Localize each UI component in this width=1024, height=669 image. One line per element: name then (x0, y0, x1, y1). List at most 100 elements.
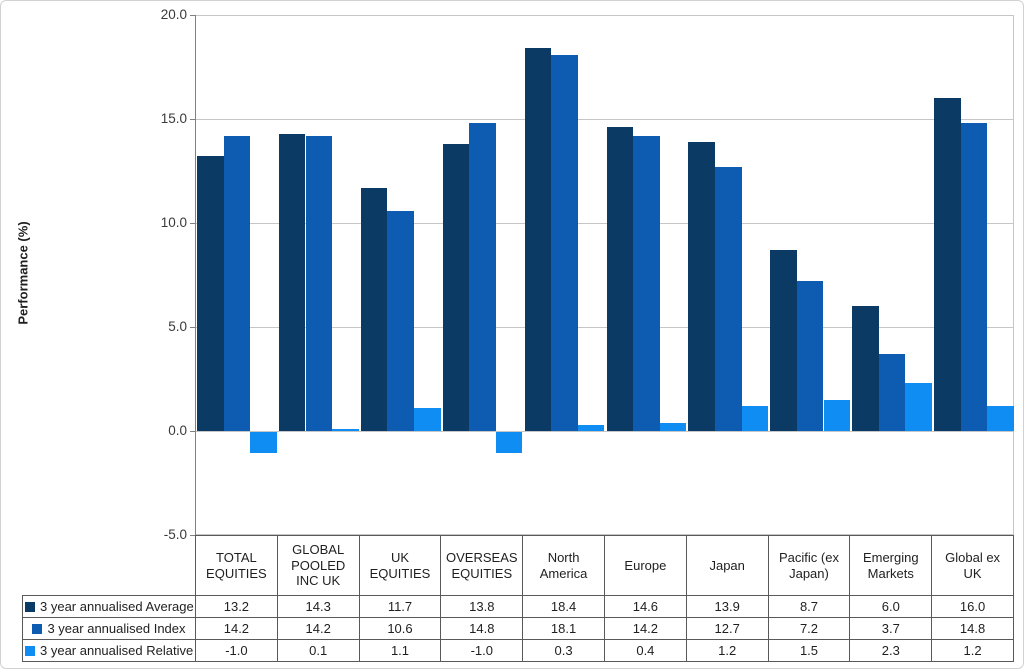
value-cell: 8.7 (767, 595, 851, 618)
bar-series1-cat4 (442, 143, 470, 431)
bar-series3-cat5 (577, 424, 605, 431)
bar-series2-cat7 (715, 166, 742, 431)
bar-series3-cat7 (741, 406, 769, 431)
bar-series2-cat8 (796, 281, 824, 431)
bar-series3-cat4 (495, 432, 523, 453)
y-axis-tick-mark (190, 535, 195, 536)
gridline (196, 534, 1013, 535)
bar-series1-cat9 (852, 306, 879, 431)
legend-item-series1: 3 year annualised Average (22, 595, 196, 618)
value-cell: 2.3 (849, 639, 933, 662)
category-header-cell: UK EQUITIES (358, 535, 442, 596)
legend-item-series2: 3 year annualised Index (22, 617, 196, 640)
y-axis-title: Performance (%) (15, 221, 31, 325)
gridline (196, 119, 1013, 120)
y-axis-tick-mark (190, 119, 195, 120)
value-cell: 3.7 (849, 617, 933, 640)
bar-series1-cat7 (688, 141, 715, 431)
bar-series1-cat2 (278, 133, 306, 431)
bar-series1-cat5 (524, 48, 552, 431)
category-header-cell: GLOBAL POOLED INC UK (276, 535, 360, 596)
y-axis-tick-label: 15.0 (160, 111, 187, 126)
legend-label: 3 year annualised Index (47, 621, 186, 636)
value-cell: -1.0 (195, 639, 278, 662)
value-cell: 14.2 (195, 617, 278, 640)
category-header-cell: TOTAL EQUITIES (195, 535, 278, 596)
bar-series1-cat8 (770, 250, 797, 431)
value-cell: 0.4 (603, 639, 687, 662)
value-cell: 0.1 (276, 639, 360, 662)
value-cell: 0.3 (522, 639, 605, 662)
value-cell: 11.7 (358, 595, 442, 618)
value-cell: 14.6 (603, 595, 687, 618)
table-header-row: TOTAL EQUITIES GLOBAL POOLED INC UK UK EQU… (23, 535, 1014, 596)
bar-series3-cat2 (332, 428, 359, 431)
table-corner-cell (23, 536, 196, 596)
value-cell: 18.4 (522, 595, 605, 618)
bar-series3-cat3 (414, 408, 441, 431)
legend-label: 3 year annualised Average (40, 599, 194, 614)
value-cell: 7.2 (767, 617, 851, 640)
gridline (196, 15, 1013, 16)
legend-label: 3 year annualised Relative (40, 643, 194, 658)
value-cell: 18.1 (522, 617, 605, 640)
bar-series3-cat1 (250, 432, 277, 453)
value-cell: 1.5 (767, 639, 851, 662)
value-cell: 13.2 (195, 595, 278, 618)
y-axis-tick-label: -5.0 (163, 527, 187, 542)
value-cell: 13.9 (685, 595, 769, 618)
category-header-cell: Pacific (ex Japan) (767, 535, 851, 596)
gridline (196, 327, 1013, 328)
table-row: 3 year annualised Average 13.2 14.3 11.7 13.… (22, 595, 1014, 618)
y-axis-tick-label: 20.0 (160, 7, 187, 22)
value-cell: 14.2 (603, 617, 687, 640)
bar-series2-cat4 (469, 123, 496, 431)
category-header-cell: North America (522, 535, 605, 596)
y-axis-tick-label: 10.0 (160, 215, 187, 230)
value-cell: 1.1 (358, 639, 442, 662)
data-table: TOTAL EQUITIES GLOBAL POOLED INC UK UK EQU… (22, 535, 1014, 662)
value-cell: 10.6 (358, 617, 442, 640)
value-cell: 1.2 (931, 639, 1014, 662)
gridline (196, 223, 1013, 224)
bar-series2-cat9 (878, 354, 906, 431)
bar-series1-cat3 (360, 187, 388, 431)
value-cell: 16.0 (931, 595, 1014, 618)
category-header-cell: Europe (603, 535, 687, 596)
y-axis-tick-label: 0.0 (168, 423, 187, 438)
value-cell: 14.8 (440, 617, 524, 640)
value-cell: 14.2 (276, 617, 360, 640)
category-header-cell: OVERSEAS EQUITIES (440, 535, 524, 596)
bar-series3-cat8 (823, 399, 851, 431)
plot-area (195, 15, 1014, 535)
legend-item-series3: 3 year annualised Relative (22, 639, 196, 662)
y-axis-tick-mark (190, 223, 195, 224)
y-axis-tick-label: 5.0 (168, 319, 187, 334)
category-header-cell: Emerging Markets (849, 535, 933, 596)
value-cell: 14.8 (931, 617, 1014, 640)
bar-series1-cat6 (606, 127, 634, 431)
bar-series1-cat1 (197, 156, 224, 431)
bar-series1-cat10 (934, 98, 961, 431)
y-axis-tick-mark (190, 431, 195, 432)
legend-swatch-icon (25, 646, 35, 656)
value-cell: -1.0 (440, 639, 524, 662)
bar-series3-cat10 (987, 406, 1014, 431)
legend-swatch-icon (32, 624, 43, 634)
bar-series2-cat6 (633, 135, 660, 431)
value-cell: 6.0 (849, 595, 933, 618)
legend-swatch-icon (25, 602, 35, 612)
bar-series2-cat2 (305, 135, 333, 431)
bar-series3-cat6 (659, 422, 687, 431)
value-cell: 13.8 (440, 595, 524, 618)
bar-series2-cat3 (387, 210, 414, 431)
table-row: 3 year annualised Index 14.2 14.2 10.6 14.8 1… (22, 617, 1014, 640)
value-cell: 1.2 (685, 639, 769, 662)
y-axis-tick-mark (190, 327, 195, 328)
table-row: 3 year annualised Relative -1.0 0.1 1.1 -1.0… (22, 639, 1014, 662)
gridline (196, 431, 1013, 432)
bar-series2-cat5 (551, 54, 578, 431)
value-cell: 12.7 (685, 617, 769, 640)
